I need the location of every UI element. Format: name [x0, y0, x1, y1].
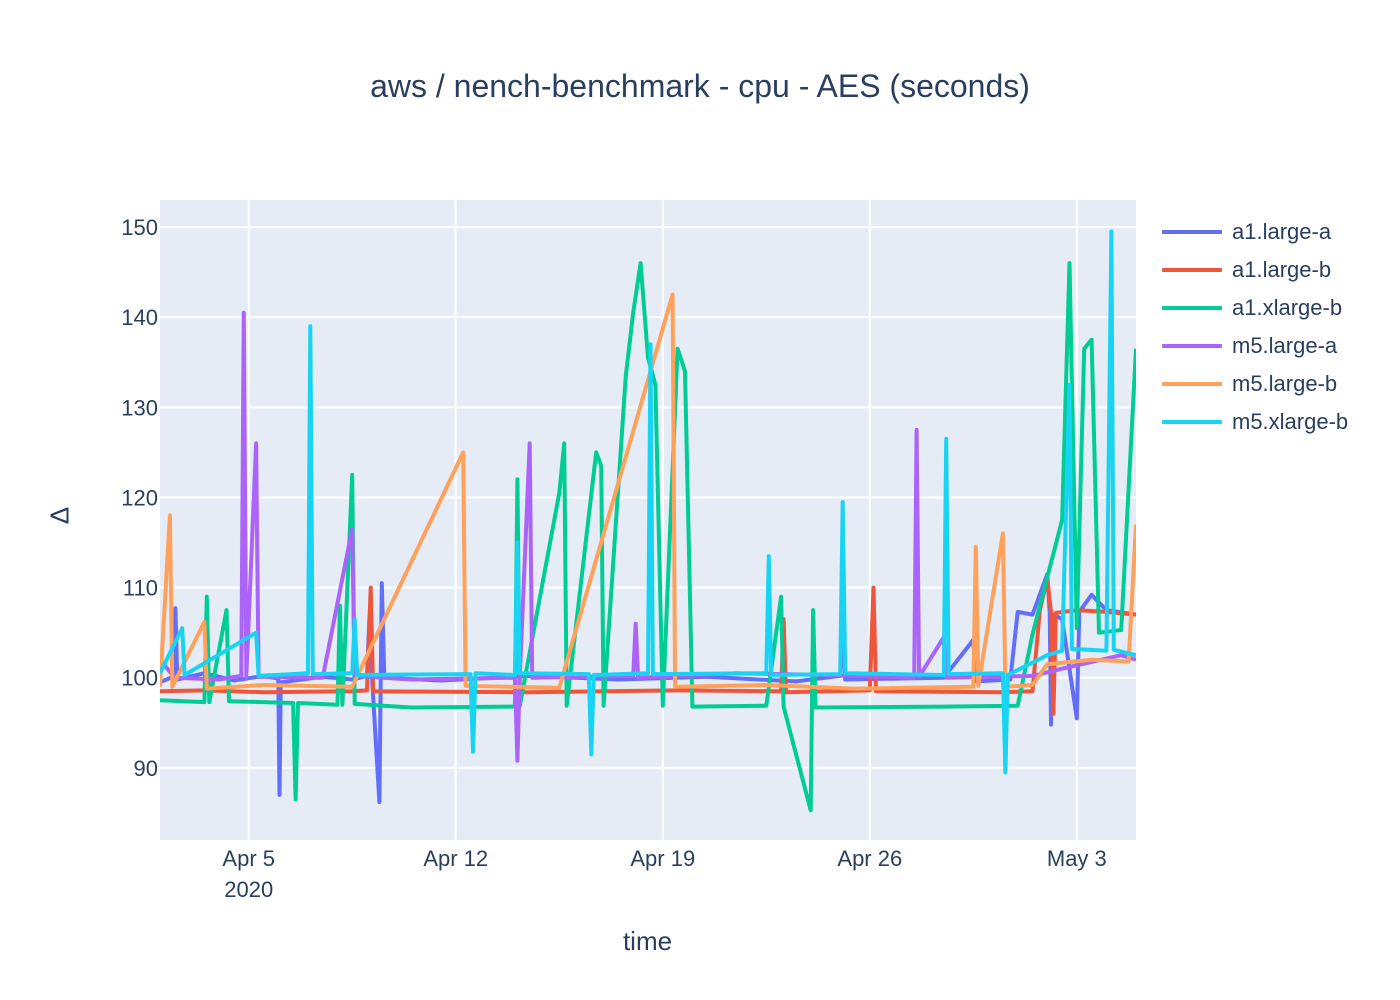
y-tick-label: 110 — [123, 576, 158, 601]
legend-label: m5.large-a — [1232, 333, 1338, 358]
legend-label: m5.large-b — [1232, 371, 1338, 396]
grid-lines — [160, 200, 1136, 840]
chart-title: aws / nench-benchmark - cpu - AES (secon… — [370, 68, 1030, 104]
legend-label: a1.xlarge-b — [1232, 295, 1343, 320]
y-tick-label: 150 — [121, 215, 158, 240]
series-line-a1-xlarge-b[interactable] — [160, 261, 1136, 813]
y-tick-label: 140 — [121, 305, 158, 330]
legend-item[interactable]: m5.large-a — [1162, 327, 1348, 365]
legend-item[interactable]: a1.large-a — [1162, 213, 1348, 251]
legend[interactable]: a1.large-a a1.large-b a1.xlarge-b m5.large-… — [1162, 213, 1348, 441]
series-line-a1-large-b[interactable] — [160, 576, 1136, 716]
legend-swatch — [1162, 268, 1222, 272]
legend-item[interactable]: m5.xlarge-b — [1162, 403, 1348, 441]
legend-label: a1.large-b — [1232, 257, 1332, 282]
x-tick-label: Apr 26 — [837, 846, 902, 871]
y-axis-title: Δ — [44, 506, 75, 525]
legend-swatch — [1162, 306, 1222, 310]
legend-item[interactable]: a1.large-b — [1162, 251, 1348, 289]
x-tick-label: Apr 12 — [423, 846, 488, 871]
legend-item[interactable]: m5.large-b — [1162, 365, 1348, 403]
legend-swatch — [1162, 230, 1222, 234]
legend-label: m5.xlarge-b — [1232, 409, 1349, 434]
legend-item[interactable]: a1.xlarge-b — [1162, 289, 1348, 327]
y-tick-label: 90 — [134, 756, 158, 781]
x-axis-title: time — [622, 926, 673, 956]
legend-swatch — [1162, 382, 1222, 386]
y-tick-label: 130 — [121, 395, 158, 420]
x-tick-label: Apr 5 — [222, 846, 275, 871]
legend-swatch — [1162, 344, 1222, 348]
legend-label: a1.large-a — [1232, 219, 1332, 244]
x-tick-sublabel: 2020 — [224, 877, 273, 902]
x-tick-label: Apr 19 — [630, 846, 695, 871]
series-line-m5-large-b[interactable] — [160, 292, 1136, 691]
x-tick-label: May 3 — [1047, 846, 1107, 871]
y-tick-label: 120 — [121, 485, 158, 510]
series-line-m5-xlarge-b[interactable] — [160, 229, 1136, 775]
axis-ticks: 90 100 110 120 130 140 150 Apr 5 2020 Apr 12 Apr 1… — [121, 215, 1107, 902]
legend-swatch — [1162, 420, 1222, 424]
y-tick-label: 100 — [121, 666, 158, 691]
series-lines[interactable] — [160, 229, 1136, 813]
